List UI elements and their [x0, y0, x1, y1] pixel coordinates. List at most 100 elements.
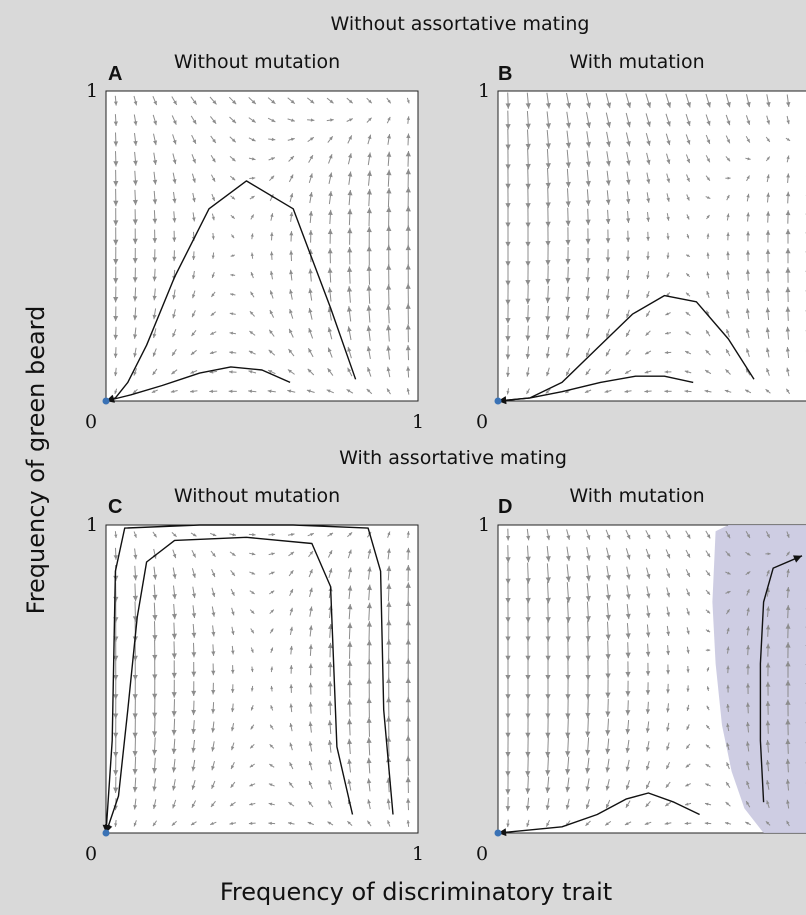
- field-arrow-head: [347, 227, 353, 234]
- field-arrow-head: [113, 239, 119, 246]
- field-arrow-head: [270, 609, 274, 613]
- x-axis-label: Frequency of discriminatory trait: [220, 878, 612, 906]
- field-arrow-head: [706, 102, 711, 108]
- field-arrow-head: [646, 159, 651, 165]
- field-arrow-head: [585, 296, 591, 301]
- field-arrow-head: [545, 694, 551, 700]
- field-arrow-head: [132, 238, 138, 245]
- field-arrow-head: [308, 663, 313, 668]
- x-tick-label-start: 0: [85, 843, 97, 865]
- field-arrow-head: [270, 175, 275, 180]
- field-arrow-head: [666, 592, 671, 598]
- field-arrow-head: [387, 116, 391, 121]
- field-arrow-head: [386, 583, 392, 589]
- field-arrow-head: [327, 700, 333, 706]
- field-arrow-head: [152, 822, 157, 827]
- field-arrow-head: [173, 533, 177, 537]
- field-arrow-head: [113, 555, 118, 560]
- field-arrow-head: [366, 189, 372, 195]
- field-arrow-head: [386, 304, 392, 310]
- field-arrow-head: [746, 607, 750, 612]
- field-arrow-head: [706, 572, 711, 576]
- field-arrow-head: [726, 349, 730, 354]
- field-arrow-head: [386, 188, 392, 194]
- field-arrow-head: [645, 709, 651, 714]
- field-arrow-head: [386, 264, 392, 270]
- field-arrow-head: [626, 198, 631, 204]
- field-arrow-head: [565, 675, 571, 681]
- field-arrow-head: [526, 823, 530, 827]
- field-arrow-head: [328, 172, 333, 178]
- field-arrow-head: [191, 632, 197, 638]
- field-arrow-head: [625, 237, 631, 242]
- field-arrow-head: [191, 709, 197, 716]
- field-arrow-head: [686, 235, 690, 239]
- field-arrow-head: [290, 99, 295, 104]
- field-arrow-head: [290, 533, 295, 537]
- field-arrow-head: [706, 534, 711, 539]
- field-arrow-head: [505, 144, 511, 150]
- field-arrow-head: [172, 237, 177, 242]
- field-arrow-head: [525, 103, 531, 109]
- field-arrow-head: [230, 254, 234, 257]
- field-arrow-head: [505, 557, 511, 563]
- field-arrow-head: [366, 285, 372, 291]
- field-arrow-head: [171, 653, 177, 659]
- field-arrow-head: [249, 331, 254, 335]
- field-arrow-head: [309, 606, 313, 611]
- field-arrow-head: [367, 152, 372, 158]
- field-arrow-head: [605, 654, 611, 660]
- field-arrow-head: [525, 354, 531, 359]
- field-arrow-head: [210, 821, 214, 825]
- field-arrow-head: [230, 293, 234, 296]
- field-arrow-head: [605, 614, 611, 621]
- field-arrow-head: [746, 138, 750, 143]
- field-arrow-head: [545, 202, 551, 208]
- field-arrow-head: [133, 805, 138, 810]
- field-arrow-head: [347, 699, 353, 705]
- field-arrow-head: [565, 201, 571, 207]
- field-arrow-head: [646, 217, 650, 222]
- field-arrow-head: [565, 102, 571, 109]
- field-arrow-head: [270, 705, 274, 709]
- field-arrow-head: [367, 134, 372, 140]
- field-arrow-head: [386, 736, 392, 742]
- field-arrow-head: [113, 278, 119, 284]
- field-arrow-head: [686, 553, 690, 558]
- field-arrow-head: [172, 139, 177, 145]
- field-arrow-head: [585, 655, 591, 662]
- field-arrow-head: [626, 275, 630, 280]
- field-arrow-head: [505, 336, 511, 342]
- field-arrow-head: [625, 803, 630, 808]
- field-arrow-head: [645, 747, 650, 752]
- field-arrow-head: [765, 389, 770, 393]
- field-arrow-head: [765, 249, 771, 254]
- field-arrow-head: [786, 799, 790, 804]
- field-arrow-head: [625, 370, 629, 374]
- field-arrow-head: [646, 612, 651, 618]
- field-arrow-head: [565, 786, 571, 793]
- field-arrow-head: [746, 571, 751, 575]
- field-arrow-head: [132, 655, 138, 662]
- field-arrow-head: [268, 783, 273, 787]
- field-arrow-head: [666, 708, 670, 713]
- field-arrow-head: [785, 779, 790, 784]
- field-arrow-head: [646, 313, 650, 317]
- trajectory-arrowhead: [498, 828, 507, 837]
- field-arrow-head: [605, 314, 610, 319]
- field-arrow-head: [726, 139, 730, 144]
- field-arrow-head: [132, 219, 138, 225]
- field-arrow-head: [152, 654, 158, 661]
- field-arrow-head: [605, 594, 611, 601]
- x-tick-label-end: 1: [804, 843, 806, 865]
- field-arrow-head: [566, 535, 571, 540]
- field-arrow-head: [132, 732, 138, 739]
- field-arrow-head: [289, 742, 293, 747]
- field-arrow-head: [308, 211, 314, 216]
- field-arrow-head: [746, 589, 750, 593]
- field-arrow-head: [406, 366, 411, 371]
- field-arrow-head: [605, 180, 611, 186]
- field-arrow-head: [113, 259, 119, 265]
- field-arrow-head: [113, 732, 119, 739]
- field-arrow-head: [565, 597, 571, 603]
